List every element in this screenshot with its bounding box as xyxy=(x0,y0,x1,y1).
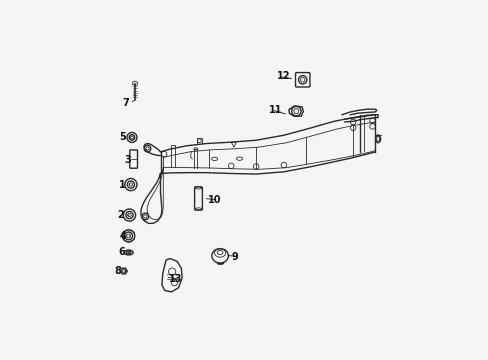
Text: 10: 10 xyxy=(207,195,221,205)
Text: 3: 3 xyxy=(123,155,130,165)
Text: 11: 11 xyxy=(268,105,282,115)
Text: 7: 7 xyxy=(122,98,129,108)
Text: 12: 12 xyxy=(276,72,289,81)
Text: 1: 1 xyxy=(119,180,126,190)
Text: 2: 2 xyxy=(117,210,123,220)
Text: 9: 9 xyxy=(231,252,238,262)
Text: 8: 8 xyxy=(114,266,121,276)
Text: 6: 6 xyxy=(118,247,125,257)
Text: 5: 5 xyxy=(119,132,126,143)
Text: 4: 4 xyxy=(119,231,126,241)
Text: 13: 13 xyxy=(169,274,182,284)
